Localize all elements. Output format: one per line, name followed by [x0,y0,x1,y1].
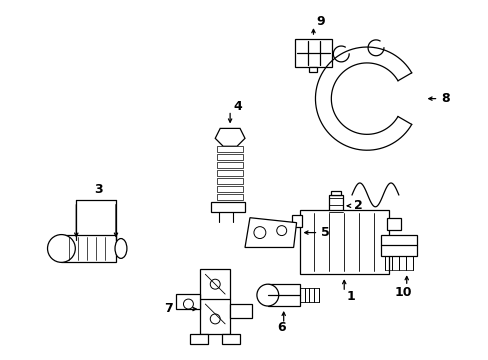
Bar [309,67,317,72]
Bar [230,304,251,318]
Circle shape [276,226,286,235]
Polygon shape [244,218,296,247]
Bar [380,235,416,256]
Bar [294,39,332,67]
Bar [217,186,243,192]
Bar [386,218,400,230]
Bar [217,178,243,184]
Text: 6: 6 [277,321,285,334]
Bar [217,146,243,152]
Text: 10: 10 [394,285,412,299]
Bar [291,215,301,227]
Bar [211,202,244,212]
Text: 2: 2 [353,199,362,212]
Bar [328,195,343,217]
Text: 1: 1 [346,289,354,303]
Polygon shape [215,129,244,146]
Text: 9: 9 [316,15,325,28]
Bar [267,284,299,306]
Bar [217,162,243,168]
Circle shape [256,284,278,306]
Bar [175,294,200,309]
Text: 7: 7 [163,302,172,315]
Bar [200,269,230,334]
Bar [222,334,240,344]
Bar [217,154,243,160]
Bar [299,210,388,274]
Text: 3: 3 [94,184,102,197]
Bar [217,194,243,200]
Bar [217,170,243,176]
Circle shape [47,235,75,262]
Ellipse shape [115,239,127,258]
Bar [331,191,341,195]
Text: 5: 5 [321,226,329,239]
Bar [190,334,208,344]
Text: 4: 4 [233,100,242,113]
Circle shape [183,299,193,309]
Circle shape [210,314,220,324]
Bar [386,239,400,251]
Circle shape [253,227,265,239]
Bar [61,235,116,262]
Text: 8: 8 [441,92,449,105]
Circle shape [210,279,220,289]
